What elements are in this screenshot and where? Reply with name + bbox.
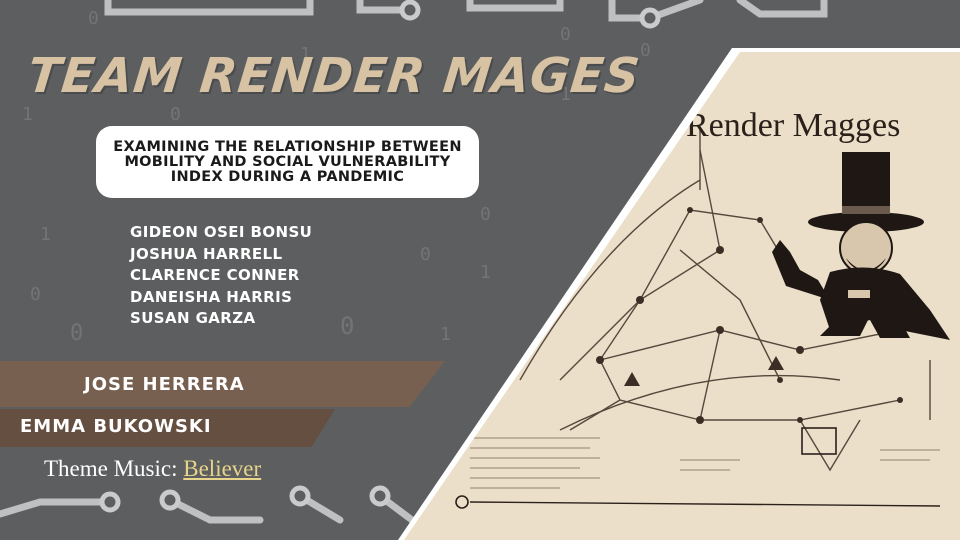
svg-text:1: 1 — [22, 104, 33, 125]
svg-text:0: 0 — [88, 8, 99, 29]
svg-text:1: 1 — [440, 324, 451, 345]
presentation-subtitle: EXAMINING THE RELATIONSHIP BETWEEN MOBIL… — [113, 138, 462, 185]
team-member-list: GIDEON OSEI BONSU JOSHUA HARRELL CLARENC… — [130, 222, 312, 330]
svg-text:0: 0 — [340, 312, 354, 340]
team-member: GIDEON OSEI BONSU — [130, 223, 313, 241]
svg-text:0: 0 — [560, 24, 571, 45]
svg-text:0: 0 — [640, 40, 651, 61]
magician-figure — [772, 152, 950, 340]
svg-text:0: 0 — [250, 64, 261, 85]
highlighted-member-band: JOSE HERRERA — [0, 361, 445, 407]
svg-text:0: 0 — [170, 104, 181, 125]
svg-text:0: 0 — [30, 284, 41, 305]
subtitle-box: EXAMINING THE RELATIONSHIP BETWEEN MOBIL… — [96, 126, 479, 198]
svg-text:1: 1 — [480, 262, 491, 283]
svg-text:1: 1 — [300, 44, 311, 65]
team-member: JOSHUA HARRELL — [130, 244, 283, 263]
svg-text:1: 1 — [560, 84, 571, 105]
team-member: SUSAN GARZA — [130, 309, 256, 327]
svg-text:0: 0 — [420, 244, 431, 265]
svg-text:0: 0 — [70, 321, 83, 346]
team-member: CLARENCE CONNER — [130, 266, 300, 284]
svg-text:0: 0 — [480, 204, 491, 225]
team-title: TEAM RENDER MAGES — [25, 48, 644, 104]
illustration-caption: Render Magges — [686, 107, 900, 144]
team-member: DANEISHA HARRIS — [130, 287, 293, 306]
theme-music-line: Theme Music: Believer — [44, 456, 261, 482]
highlighted-member-band: EMMA BUKOWSKI — [0, 409, 335, 447]
theme-music-link[interactable]: Believer — [183, 456, 262, 481]
svg-text:1: 1 — [40, 224, 51, 245]
theme-music-label: Theme Music: — [44, 456, 184, 481]
